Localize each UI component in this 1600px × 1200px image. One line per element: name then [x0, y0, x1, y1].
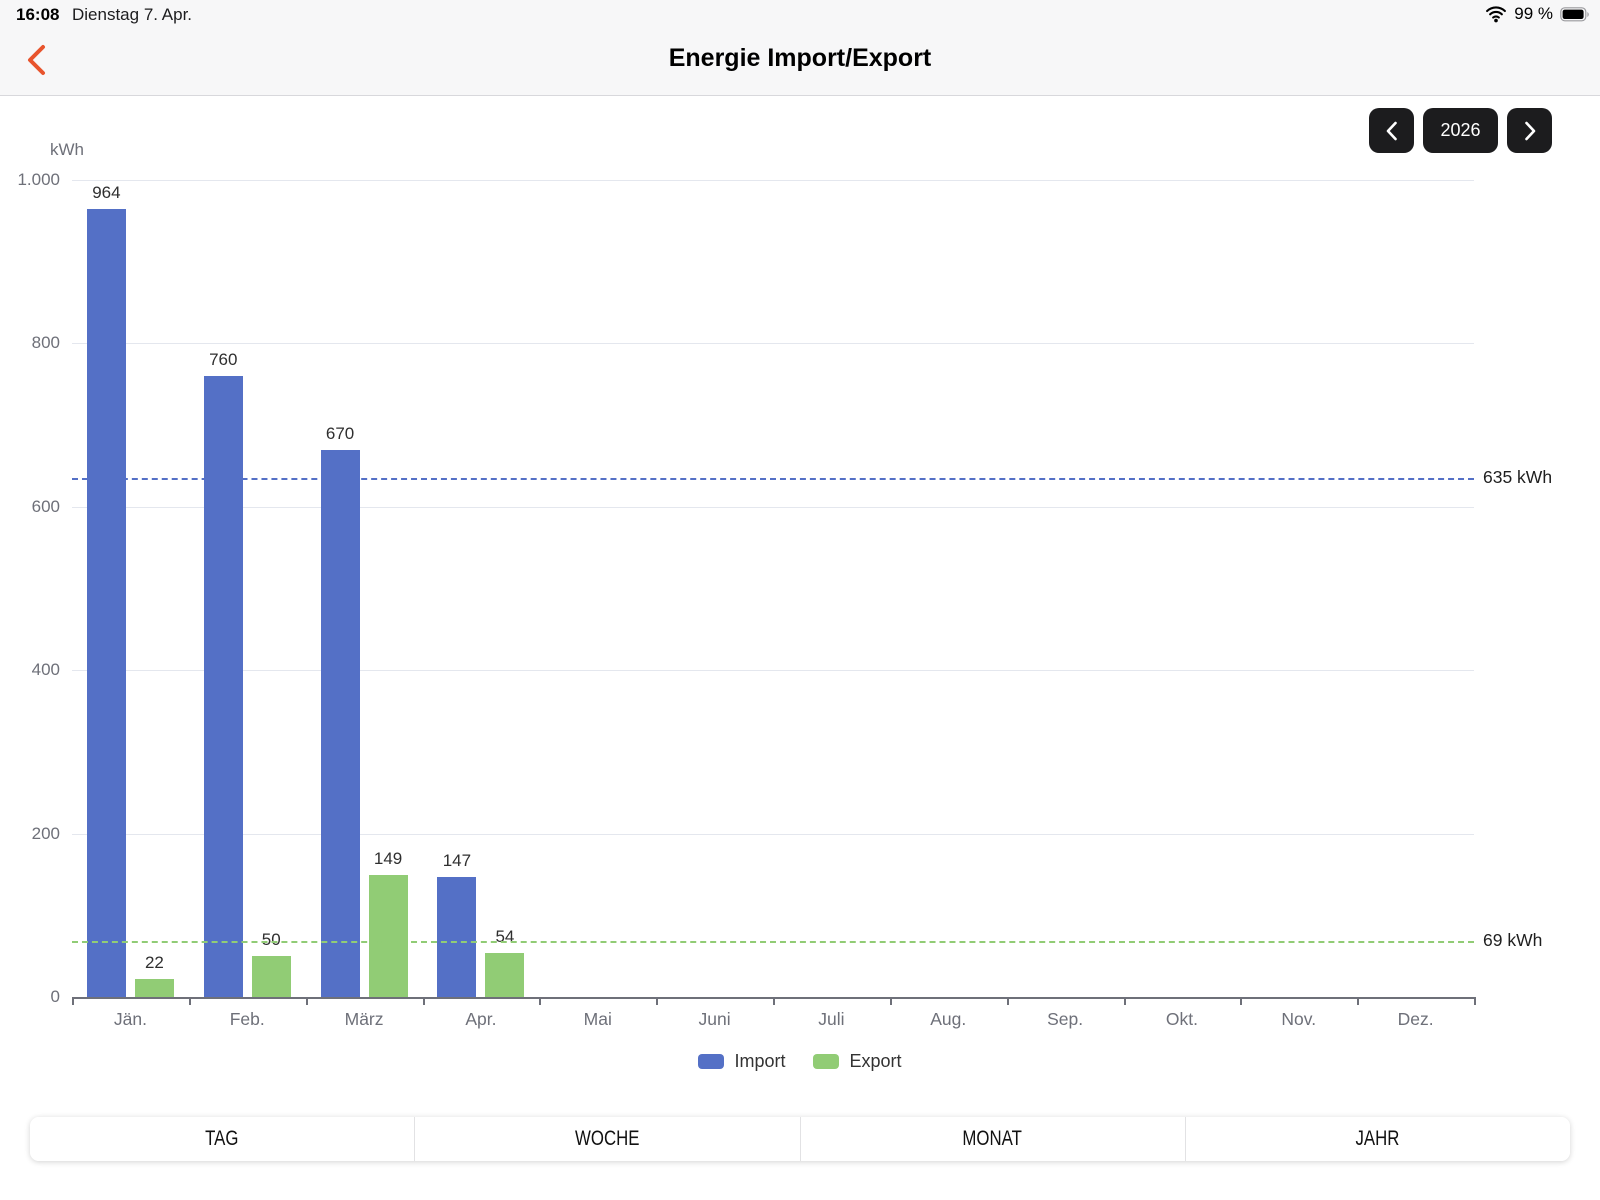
average-line-label: 69 kWh — [1483, 929, 1543, 950]
bar-export[interactable] — [485, 952, 525, 997]
x-axis-month-label: Okt. — [1165, 1009, 1198, 1029]
average-line-import — [72, 478, 1474, 481]
bar-value-label: 54 — [495, 926, 515, 946]
x-axis-month-label: März — [344, 1009, 384, 1029]
x-axis-month-label: Feb. — [229, 1009, 265, 1029]
x-axis-month-label: Juni — [698, 1009, 731, 1029]
x-axis-tick — [889, 997, 892, 1005]
legend-item-export[interactable]: Export — [813, 1050, 902, 1072]
tab-tag[interactable]: TAG — [30, 1117, 416, 1161]
x-axis-tick — [305, 997, 308, 1005]
bar-value-label: 149 — [373, 849, 403, 869]
y-axis-unit-label: kWh — [50, 140, 84, 159]
average-line-export — [72, 940, 1474, 943]
y-gridline — [72, 670, 1474, 672]
bar-import[interactable] — [86, 209, 126, 997]
bar-value-label: 50 — [261, 930, 281, 950]
import-swatch-icon — [698, 1053, 725, 1069]
x-axis-month-label: Apr. — [465, 1009, 497, 1029]
x-axis-tick — [1123, 997, 1126, 1005]
x-axis-tick — [1240, 997, 1243, 1005]
back-button[interactable] — [20, 42, 56, 78]
battery-percent: 99 % — [1514, 4, 1553, 23]
y-axis-tick-label: 600 — [31, 496, 60, 516]
page-title: Energie Import/Export — [668, 44, 932, 72]
next-year-button[interactable] — [1507, 108, 1552, 153]
bar-value-label: 964 — [92, 183, 121, 203]
average-line-label: 635 kWh — [1483, 467, 1553, 488]
battery-icon — [1560, 6, 1590, 22]
bar-value-label: 147 — [442, 850, 472, 870]
export-swatch-icon — [813, 1053, 840, 1069]
bar-import[interactable] — [320, 449, 360, 997]
x-axis-month-label: Mai — [583, 1009, 612, 1029]
period-segmented-control: TAG WOCHE MONAT JAHR — [30, 1117, 1570, 1161]
bar-import[interactable] — [203, 376, 243, 997]
energy-bar-chart: kWh 0 200 400 600 800 1.000 Jän. Feb. März Apr. Ma… — [0, 96, 1600, 1100]
clock-time: 16:08 — [16, 5, 60, 24]
legend-label-import: Import — [734, 1050, 786, 1071]
y-axis-tick-label: 400 — [31, 660, 60, 680]
x-axis-tick — [1357, 997, 1360, 1005]
y-gridline — [72, 506, 1474, 508]
y-gridline — [72, 343, 1474, 345]
year-selector: 2026 — [1369, 108, 1552, 153]
bar-value-label: 22 — [144, 953, 164, 973]
x-axis-month-label: Sep. — [1047, 1009, 1084, 1029]
x-axis-tick — [539, 997, 542, 1005]
bar-export[interactable] — [251, 956, 291, 997]
x-axis-month-label: Juli — [818, 1009, 845, 1029]
x-axis-month-label: Dez. — [1397, 1009, 1434, 1029]
chart-legend: Import Export — [0, 1046, 1600, 1076]
tab-jahr[interactable]: JAHR — [1185, 1117, 1570, 1161]
status-date: Dienstag 7. Apr. — [72, 5, 193, 24]
y-axis-tick-label: 1.000 — [17, 170, 60, 189]
x-axis-tick — [188, 997, 191, 1005]
x-axis-tick — [773, 997, 775, 1005]
x-axis-tick — [422, 997, 425, 1005]
x-axis-month-label: Nov. — [1281, 1009, 1317, 1029]
y-axis-tick-label: 200 — [31, 823, 60, 843]
chevron-left-icon — [1382, 119, 1402, 143]
bar-import[interactable] — [437, 876, 477, 997]
bar-export[interactable] — [134, 979, 174, 997]
previous-year-button[interactable] — [1369, 108, 1414, 153]
tab-woche[interactable]: WOCHE — [415, 1117, 801, 1161]
y-axis-tick-label: 800 — [31, 333, 60, 353]
x-axis-tick — [72, 997, 74, 1005]
tab-monat[interactable]: MONAT — [800, 1117, 1186, 1161]
legend-label-export: Export — [849, 1050, 902, 1071]
top-chrome: 16:08 Dienstag 7. Apr. 99 % — [0, 0, 1600, 96]
y-axis-tick-label: 0 — [50, 987, 60, 1006]
bar-value-label: 760 — [209, 350, 238, 370]
chevron-right-icon — [1520, 119, 1540, 143]
x-axis-month-label: Aug. — [930, 1009, 967, 1029]
year-label-button[interactable]: 2026 — [1423, 108, 1498, 153]
bar-value-label: 670 — [325, 423, 355, 443]
bar-export[interactable] — [368, 875, 408, 997]
y-gridline — [72, 833, 1474, 835]
x-axis-tick — [1006, 997, 1009, 1005]
x-axis-tick — [656, 997, 659, 1005]
status-bar: 16:08 Dienstag 7. Apr. 99 % — [0, 0, 1600, 30]
y-gridline — [72, 180, 1474, 181]
wifi-icon — [1485, 5, 1507, 23]
x-axis-month-label: Jän. — [113, 1009, 147, 1029]
legend-item-import[interactable]: Import — [698, 1051, 785, 1072]
x-axis-tick — [1474, 997, 1476, 1005]
